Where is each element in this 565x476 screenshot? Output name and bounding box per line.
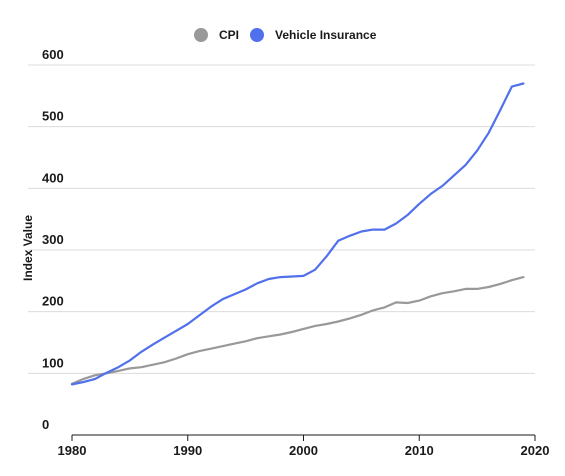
y-tick-label: 600 bbox=[42, 47, 64, 62]
x-tick-label: 2010 bbox=[405, 443, 434, 458]
legend-label-vehicle-insurance: Vehicle Insurance bbox=[275, 28, 377, 42]
y-tick-label: 200 bbox=[42, 294, 64, 309]
series-lines bbox=[70, 82, 525, 386]
x-tick-label: 1990 bbox=[173, 443, 202, 458]
y-axis: 0 100 200 300 400 500 600 bbox=[42, 47, 64, 432]
y-tick-label: 0 bbox=[42, 417, 49, 432]
x-tick-label: 2000 bbox=[289, 443, 318, 458]
legend-swatch-cpi bbox=[194, 28, 208, 42]
y-tick-label: 400 bbox=[42, 170, 64, 185]
x-tick-label: 2020 bbox=[521, 443, 550, 458]
series-line-vehicle-insurance bbox=[70, 82, 525, 386]
series-line-cpi bbox=[70, 276, 525, 385]
legend: CPI Vehicle Insurance bbox=[194, 28, 377, 42]
y-tick-label: 100 bbox=[42, 355, 64, 370]
legend-swatch-vehicle-insurance bbox=[250, 28, 264, 42]
x-tick-label: 1980 bbox=[58, 443, 87, 458]
gridlines bbox=[28, 64, 535, 374]
y-tick-label: 500 bbox=[42, 109, 64, 124]
x-axis: 1980 1990 2000 2010 2020 bbox=[58, 434, 550, 458]
y-axis-title: Index Value bbox=[21, 215, 35, 281]
legend-label-cpi: CPI bbox=[219, 28, 239, 42]
y-tick-label: 300 bbox=[42, 232, 64, 247]
